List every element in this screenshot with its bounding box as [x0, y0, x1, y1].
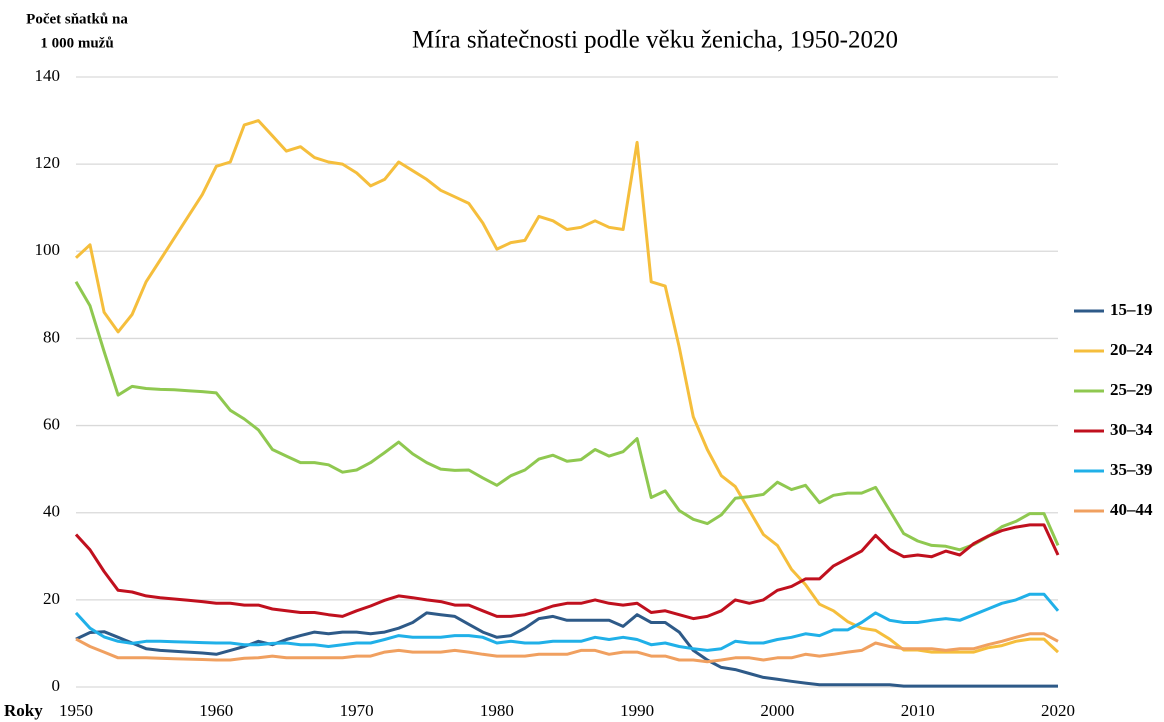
y-tick-label: 0	[52, 676, 61, 695]
x-axis-label: Roky	[4, 701, 43, 720]
legend-label: 40–44	[1110, 500, 1153, 519]
x-tick-label: 2020	[1041, 701, 1075, 720]
y-axis-label: Počet sňatků na	[26, 11, 128, 27]
x-tick-label: 1990	[620, 701, 654, 720]
y-tick-label: 60	[43, 414, 60, 433]
y-tick-label: 80	[43, 327, 60, 346]
y-tick-label: 100	[35, 240, 61, 259]
x-tick-label: 1980	[480, 701, 514, 720]
y-tick-label: 20	[43, 589, 60, 608]
legend-label: 25–29	[1110, 380, 1153, 399]
y-tick-label: 140	[35, 66, 61, 85]
y-tick-label: 40	[43, 502, 60, 521]
x-tick-label: 2010	[901, 701, 935, 720]
x-tick-label: 1960	[199, 701, 233, 720]
legend-label: 35–39	[1110, 460, 1153, 479]
legend-label: 20–24	[1110, 340, 1153, 359]
y-axis-label: 1 000 mužů	[40, 35, 113, 51]
x-tick-label: 1950	[59, 701, 93, 720]
series-line	[75, 611, 1058, 688]
chart-title: Míra sňatečnosti podle věku ženicha, 195…	[412, 27, 898, 54]
legend-label: 30–34	[1110, 420, 1153, 439]
x-tick-label: 1970	[340, 701, 374, 720]
series-line	[74, 592, 1060, 652]
series-line	[74, 119, 1060, 654]
x-tick-label: 2000	[760, 701, 794, 720]
series-line	[74, 281, 1060, 552]
legend-label: 15–19	[1110, 300, 1153, 319]
y-tick-label: 120	[35, 153, 61, 172]
series-line	[74, 523, 1060, 621]
series-line	[75, 632, 1059, 664]
